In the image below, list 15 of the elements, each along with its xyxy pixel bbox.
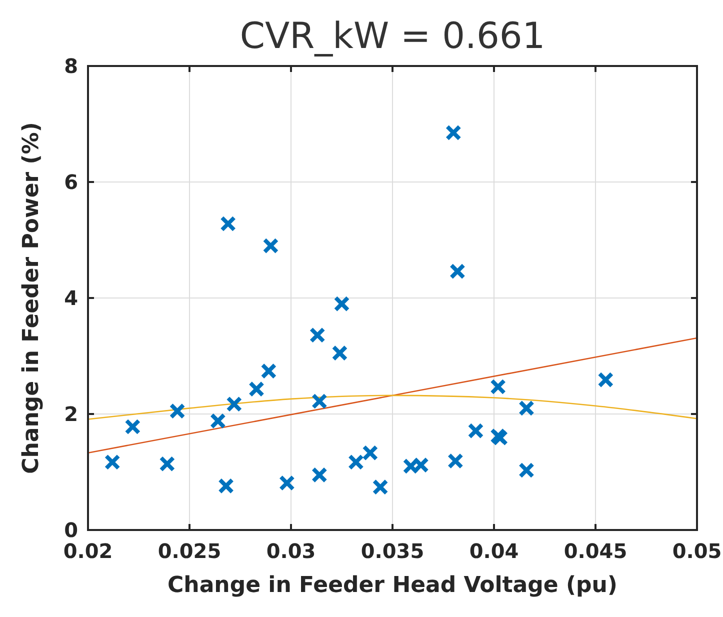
x-tick-label: 0.02 bbox=[63, 539, 113, 563]
y-tick-label: 2 bbox=[64, 402, 78, 426]
chart-title: CVR_kW = 0.661 bbox=[240, 16, 546, 57]
y-tick-label: 6 bbox=[64, 170, 78, 194]
x-axis-title: Change in Feeder Head Voltage (pu) bbox=[168, 573, 618, 598]
y-axis-title: Change in Feeder Power (%) bbox=[19, 122, 44, 474]
x-tick-label: 0.03 bbox=[266, 539, 316, 563]
y-tick-label: 4 bbox=[64, 286, 78, 310]
x-tick-label: 0.04 bbox=[469, 539, 519, 563]
x-tick-label: 0.035 bbox=[360, 539, 424, 563]
x-tick-label: 0.05 bbox=[672, 539, 722, 563]
x-tick-label: 0.045 bbox=[564, 539, 628, 563]
x-tick-label: 0.025 bbox=[158, 539, 222, 563]
y-tick-label: 8 bbox=[64, 54, 78, 78]
y-tick-label: 0 bbox=[64, 518, 78, 542]
